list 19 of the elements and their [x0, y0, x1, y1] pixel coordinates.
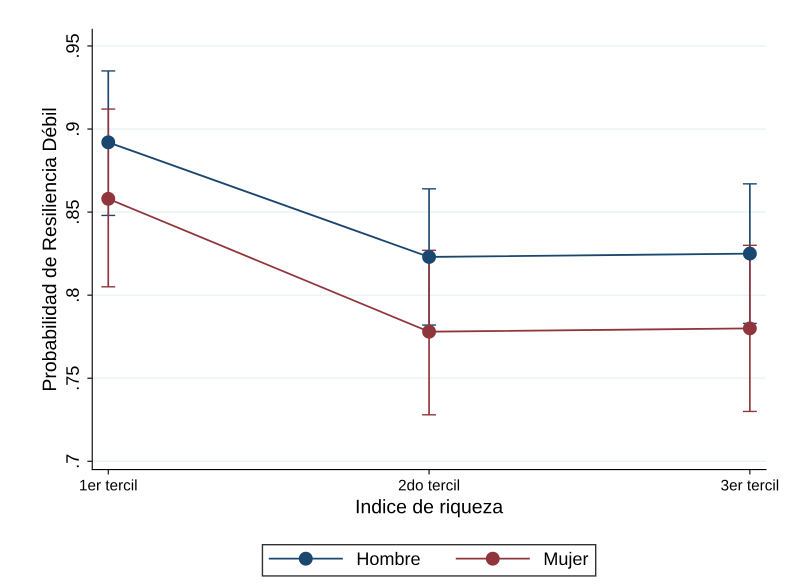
point: [742, 321, 757, 336]
y-tick-label: .9: [66, 122, 79, 135]
legend-label: Mujer: [544, 552, 588, 569]
y-axis-title: Probabilidad de Resiliencia Débil: [42, 108, 56, 390]
x-tick-label: 1er tercil: [80, 479, 137, 491]
x-tick-label: 2do tercil: [398, 479, 460, 491]
point: [101, 135, 116, 150]
y-tick-label: .85: [66, 200, 79, 223]
x-axis-title: Indice de riqueza: [356, 499, 504, 518]
point: [422, 324, 436, 339]
legend-label: Hombre: [358, 552, 420, 566]
y-tick-label: .8: [66, 288, 79, 302]
y-tick-label: .7: [66, 454, 79, 468]
y-tick-label: .75: [66, 366, 79, 390]
x-tick-label: 3er tercil: [721, 479, 778, 491]
y-tick-label: .95: [66, 34, 79, 57]
point: [101, 192, 116, 206]
point: [742, 246, 757, 261]
point: [422, 250, 436, 264]
